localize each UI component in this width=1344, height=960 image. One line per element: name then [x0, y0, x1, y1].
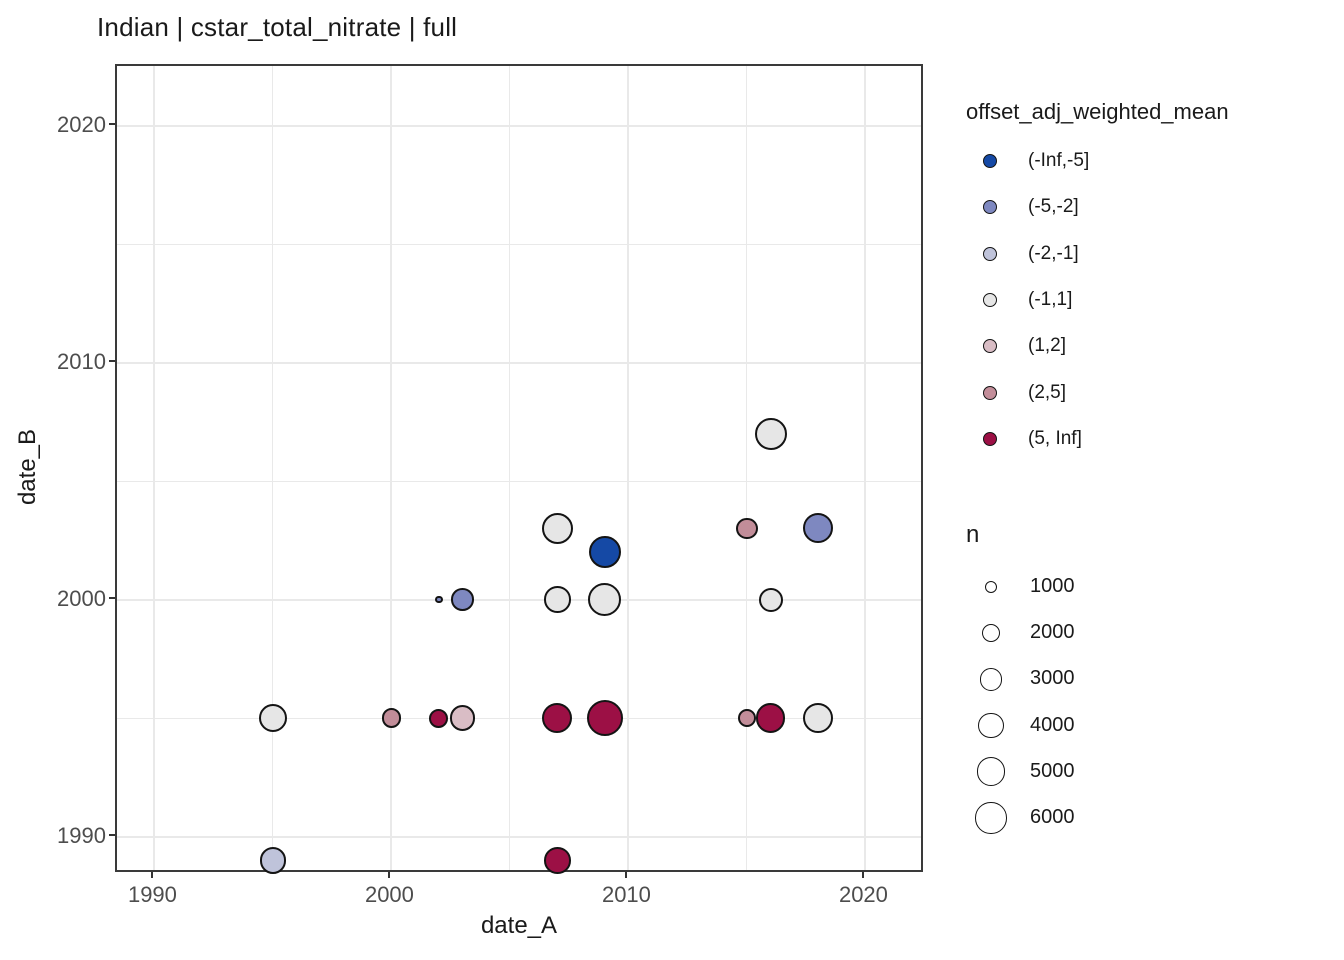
y-tick [109, 596, 115, 599]
size-legend-label: 6000 [1030, 806, 1075, 828]
x-tick-label: 2020 [838, 882, 888, 907]
data-point [429, 708, 449, 728]
data-point [542, 703, 573, 734]
chart-title: Indian | cstar_total_nitrate | full [97, 12, 458, 42]
color-legend-label: (-1,1] [1028, 288, 1073, 310]
data-point [259, 846, 287, 874]
x-tick [388, 872, 391, 878]
size-legend-swatch [975, 802, 1007, 834]
data-point [736, 517, 758, 540]
size-legend-title: n [966, 521, 980, 548]
size-legend-label: 4000 [1030, 713, 1075, 736]
size-legend-label: 1000 [1030, 575, 1075, 597]
size-legend-swatch [978, 712, 1004, 739]
gridline [117, 124, 921, 127]
size-legend-swatch [984, 580, 998, 594]
y-tick [109, 833, 115, 836]
gridline [117, 598, 921, 601]
size-legend-swatch [981, 624, 1001, 643]
x-tick [151, 872, 154, 878]
gridline [390, 66, 393, 870]
size-legend-swatch [979, 668, 1003, 691]
x-tick-label: 2000 [364, 882, 414, 907]
color-legend-title: offset_adj_weighted_mean [966, 99, 1229, 124]
data-point [258, 704, 287, 733]
data-point [588, 582, 622, 617]
x-tick [625, 872, 628, 878]
y-tick-label: 2000 [57, 585, 106, 611]
x-tick-label: 1990 [127, 882, 177, 907]
plot-panel [115, 64, 923, 874]
color-legend-label: (1,2] [1028, 335, 1067, 357]
gridline [117, 717, 921, 719]
color-legend-label: (-Inf,-5] [1028, 150, 1090, 171]
y-tick-label: 2020 [57, 111, 106, 137]
data-point [754, 417, 787, 450]
y-tick [109, 359, 115, 362]
gridline [746, 66, 748, 870]
gridline [627, 66, 630, 870]
data-point [586, 699, 623, 737]
data-point [756, 703, 786, 733]
size-legend-label: 5000 [1030, 759, 1075, 782]
data-point [803, 513, 834, 544]
gridline [272, 66, 274, 870]
y-tick-label: 1990 [57, 822, 106, 848]
gridline [117, 835, 921, 838]
color-legend-swatch [983, 246, 997, 261]
data-point [451, 588, 474, 611]
data-point [381, 708, 402, 728]
color-legend-swatch [983, 385, 997, 400]
color-legend-swatch [983, 292, 997, 307]
data-point [758, 587, 783, 612]
size-legend-label: 2000 [1030, 621, 1075, 644]
x-axis-title: date_A [480, 912, 558, 939]
data-point [449, 705, 476, 731]
color-legend-label: (2,5] [1028, 381, 1067, 403]
gridline [509, 66, 511, 870]
gridline [117, 480, 921, 482]
color-legend-swatch [983, 339, 997, 354]
gridline [117, 243, 921, 245]
color-legend-label: (-2,-1] [1028, 242, 1079, 264]
color-legend-swatch [983, 200, 997, 215]
data-point [544, 586, 571, 613]
data-point [435, 595, 443, 604]
y-axis-title: date_B [14, 428, 41, 506]
x-tick [862, 872, 865, 878]
size-legend-label: 3000 [1030, 667, 1075, 690]
gridline [117, 361, 921, 364]
data-point [803, 703, 834, 734]
y-tick [109, 122, 115, 125]
gridline [864, 66, 867, 870]
data-point [588, 536, 621, 569]
data-point [541, 512, 574, 545]
y-tick-label: 2010 [57, 348, 106, 374]
color-legend-swatch [983, 154, 997, 168]
x-tick-label: 2010 [601, 882, 651, 907]
color-legend-label: (5, Inf] [1028, 427, 1082, 449]
gridline [153, 66, 156, 870]
color-legend-label: (-5,-2] [1028, 196, 1079, 218]
data-point [737, 708, 757, 728]
size-legend-swatch [976, 757, 1006, 787]
data-point [544, 846, 571, 874]
color-legend-swatch [983, 431, 997, 446]
